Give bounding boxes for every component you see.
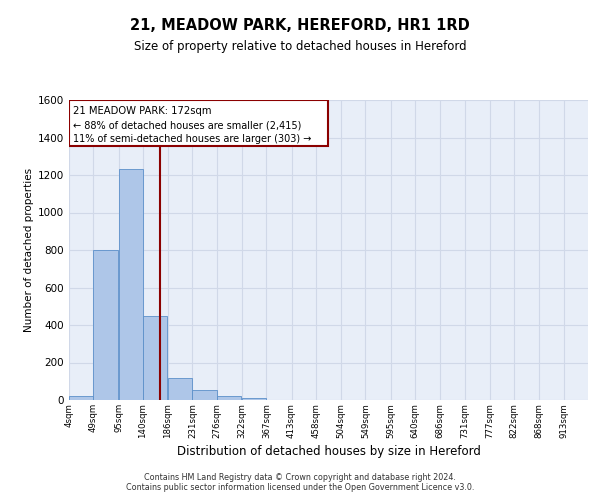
Text: 11% of semi-detached houses are larger (303) →: 11% of semi-detached houses are larger (… [73, 134, 312, 144]
Text: ← 88% of detached houses are smaller (2,415): ← 88% of detached houses are smaller (2,… [73, 120, 302, 130]
Bar [143, 316, 167, 400]
Text: Contains HM Land Registry data © Crown copyright and database right 2024.
Contai: Contains HM Land Registry data © Crown c… [126, 473, 474, 492]
Bar [119, 170, 143, 400]
X-axis label: Distribution of detached houses by size in Hereford: Distribution of detached houses by size … [176, 444, 481, 458]
Text: 21, MEADOW PARK, HEREFORD, HR1 1RD: 21, MEADOW PARK, HEREFORD, HR1 1RD [130, 18, 470, 32]
Bar [242, 398, 266, 400]
Bar [69, 100, 328, 146]
Bar [69, 396, 94, 400]
Bar [94, 250, 118, 400]
Text: 21 MEADOW PARK: 172sqm: 21 MEADOW PARK: 172sqm [73, 106, 212, 117]
Bar [217, 396, 241, 400]
Bar [168, 378, 193, 400]
Y-axis label: Number of detached properties: Number of detached properties [24, 168, 34, 332]
Text: Size of property relative to detached houses in Hereford: Size of property relative to detached ho… [134, 40, 466, 53]
Bar [193, 390, 217, 400]
